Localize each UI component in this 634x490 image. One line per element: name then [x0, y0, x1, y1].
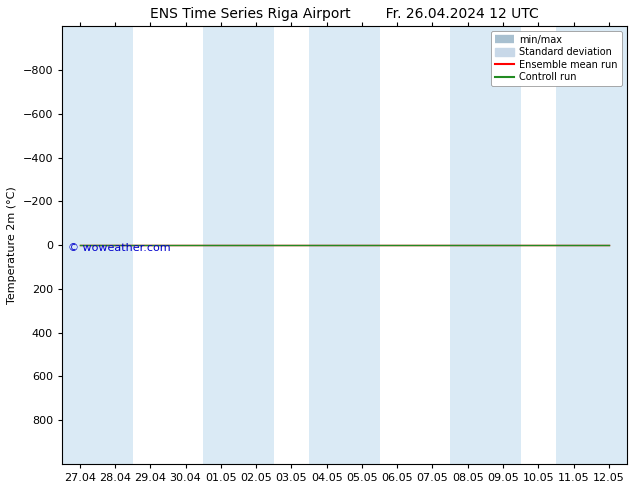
Bar — [309, 26, 380, 464]
Bar — [450, 26, 521, 464]
Bar — [62, 26, 133, 464]
Bar — [203, 26, 274, 464]
Text: © woweather.com: © woweather.com — [68, 243, 171, 253]
Title: ENS Time Series Riga Airport        Fr. 26.04.2024 12 UTC: ENS Time Series Riga Airport Fr. 26.04.2… — [150, 7, 539, 21]
Y-axis label: Temperature 2m (°C): Temperature 2m (°C) — [7, 186, 17, 304]
Bar — [556, 26, 626, 464]
Legend: min/max, Standard deviation, Ensemble mean run, Controll run: min/max, Standard deviation, Ensemble me… — [491, 31, 622, 86]
